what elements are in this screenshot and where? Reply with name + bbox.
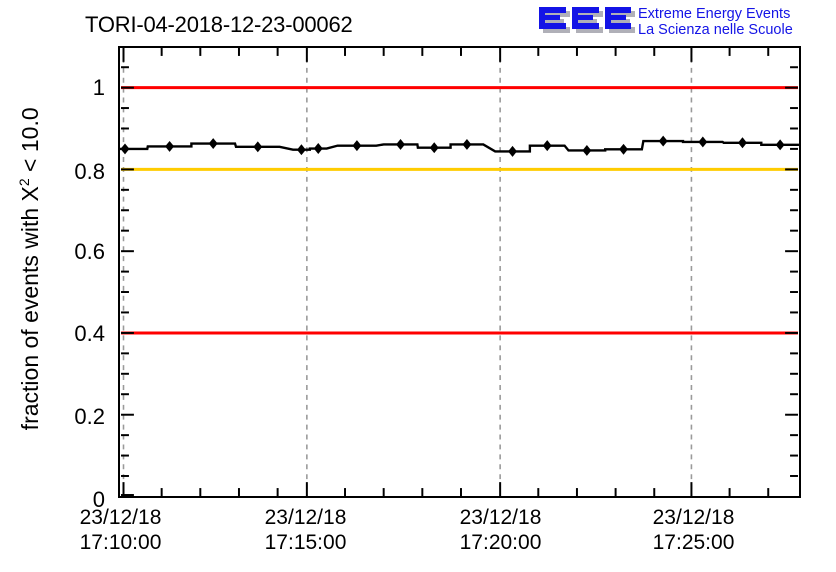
y-tick-label-0.4: 0.4: [74, 321, 105, 346]
data-point-marker: [253, 141, 263, 153]
y-tick-label-1: 1: [92, 75, 105, 100]
data-point-marker: [738, 137, 747, 149]
plot-canvas: [120, 48, 799, 496]
data-point-marker: [542, 140, 552, 152]
x-tick-label-0: 23/12/18 17:10:00: [58, 505, 183, 555]
data-point-marker: [698, 136, 708, 148]
x-tick-label-0-date: 23/12/18: [79, 506, 162, 529]
y-tick-label-0: 0: [92, 487, 105, 512]
data-series: [120, 135, 799, 157]
data-point-marker: [313, 143, 323, 154]
eee-logo-line2: La Scienza nelle Scuole: [638, 22, 793, 38]
x-tick-label-3-date: 23/12/18: [652, 506, 735, 529]
data-point-marker: [352, 140, 362, 152]
data-point-marker: [462, 138, 472, 150]
x-tick-label-3-time: 17:25:00: [652, 531, 735, 554]
eee-logo-mark: [539, 7, 635, 33]
x-tick-label-3: 23/12/18 17:25:00: [631, 505, 756, 555]
x-tick-label-2: 23/12/18 17:20:00: [438, 505, 563, 555]
data-point-marker: [619, 143, 628, 155]
grid-vertical: [122, 48, 693, 496]
axis-ticks: [121, 48, 798, 496]
eee-logo: Extreme Energy Events La Scienza nelle S…: [538, 4, 834, 44]
data-point-marker: [508, 145, 517, 157]
data-point-marker: [296, 144, 306, 156]
x-tick-label-2-date: 23/12/18: [459, 506, 542, 529]
page-title: TORI-04-2018-12-23-00062: [85, 12, 353, 37]
y-tick-label-0.2: 0.2: [74, 404, 105, 429]
data-point-marker: [208, 138, 218, 149]
x-tick-label-1-date: 23/12/18: [264, 506, 347, 529]
data-markers: [120, 135, 785, 157]
y-tick-label-0.6: 0.6: [74, 239, 105, 264]
data-point-marker: [582, 145, 592, 156]
data-step-line: [120, 139, 799, 153]
plot-area: [118, 46, 801, 498]
eee-logo-text: Extreme Energy Events La Scienza nelle S…: [638, 6, 793, 38]
data-point-marker: [396, 138, 405, 150]
x-tick-label-1: 23/12/18 17:15:00: [243, 505, 368, 555]
data-point-marker: [165, 140, 175, 152]
data-point-marker: [658, 135, 668, 147]
x-tick-label-2-time: 17:20:00: [459, 531, 542, 554]
x-tick-label-0-time: 17:10:00: [79, 531, 162, 554]
data-point-marker: [775, 139, 785, 151]
eee-logo-line1: Extreme Energy Events: [638, 6, 791, 22]
data-point-marker: [429, 142, 439, 154]
x-tick-label-1-time: 17:15:00: [264, 531, 347, 554]
y-tick-label-0.8: 0.8: [74, 159, 105, 184]
